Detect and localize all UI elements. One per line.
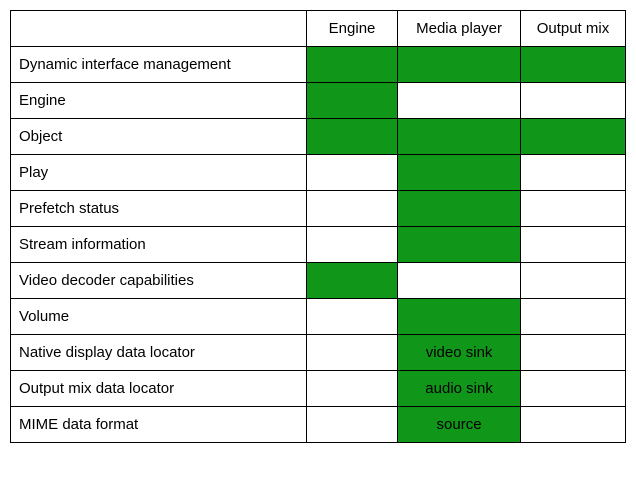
capability-matrix-table: Engine Media player Output mix Dynamic i… <box>10 10 626 443</box>
row-label: Engine <box>11 83 307 119</box>
matrix-cell <box>306 407 397 443</box>
matrix-cell <box>306 155 397 191</box>
matrix-cell <box>520 47 625 83</box>
table-row: MIME data format source <box>11 407 626 443</box>
row-label: Play <box>11 155 307 191</box>
header-row: Engine Media player Output mix <box>11 11 626 47</box>
matrix-cell: video sink <box>398 335 521 371</box>
header-cell-output-mix: Output mix <box>520 11 625 47</box>
table-row: Stream information <box>11 227 626 263</box>
table-row: Video decoder capabilities <box>11 263 626 299</box>
matrix-cell <box>520 83 625 119</box>
matrix-cell <box>520 371 625 407</box>
row-label: MIME data format <box>11 407 307 443</box>
matrix-cell: audio sink <box>398 371 521 407</box>
matrix-cell <box>398 47 521 83</box>
matrix-cell <box>520 263 625 299</box>
header-cell-rowlabel <box>11 11 307 47</box>
table-row: Object <box>11 119 626 155</box>
matrix-cell <box>520 335 625 371</box>
matrix-cell <box>306 83 397 119</box>
table-row: Output mix data locator audio sink <box>11 371 626 407</box>
matrix-cell <box>398 263 521 299</box>
matrix-cell <box>520 299 625 335</box>
row-label: Prefetch status <box>11 191 307 227</box>
matrix-cell <box>398 299 521 335</box>
matrix-cell <box>398 227 521 263</box>
row-label: Video decoder capabilities <box>11 263 307 299</box>
matrix-cell <box>306 227 397 263</box>
table-row: Play <box>11 155 626 191</box>
matrix-cell <box>520 227 625 263</box>
row-label: Dynamic interface management <box>11 47 307 83</box>
row-label: Object <box>11 119 307 155</box>
matrix-cell <box>306 371 397 407</box>
matrix-cell <box>306 299 397 335</box>
matrix-cell: source <box>398 407 521 443</box>
matrix-cell <box>306 119 397 155</box>
matrix-cell <box>398 155 521 191</box>
matrix-cell <box>398 191 521 227</box>
matrix-cell <box>306 263 397 299</box>
matrix-cell <box>520 119 625 155</box>
table-row: Dynamic interface management <box>11 47 626 83</box>
row-label: Stream information <box>11 227 307 263</box>
table-header: Engine Media player Output mix <box>11 11 626 47</box>
table-row: Native display data locator video sink <box>11 335 626 371</box>
matrix-cell <box>306 47 397 83</box>
row-label: Output mix data locator <box>11 371 307 407</box>
matrix-cell <box>306 335 397 371</box>
table-row: Prefetch status <box>11 191 626 227</box>
header-cell-media-player: Media player <box>398 11 521 47</box>
row-label: Native display data locator <box>11 335 307 371</box>
matrix-cell <box>398 119 521 155</box>
matrix-cell <box>398 83 521 119</box>
table-row: Volume <box>11 299 626 335</box>
table-body: Dynamic interface managementEngineObject… <box>11 47 626 443</box>
matrix-cell <box>306 191 397 227</box>
row-label: Volume <box>11 299 307 335</box>
matrix-cell <box>520 155 625 191</box>
matrix-cell <box>520 407 625 443</box>
matrix-cell <box>520 191 625 227</box>
header-cell-engine: Engine <box>306 11 397 47</box>
table-row: Engine <box>11 83 626 119</box>
